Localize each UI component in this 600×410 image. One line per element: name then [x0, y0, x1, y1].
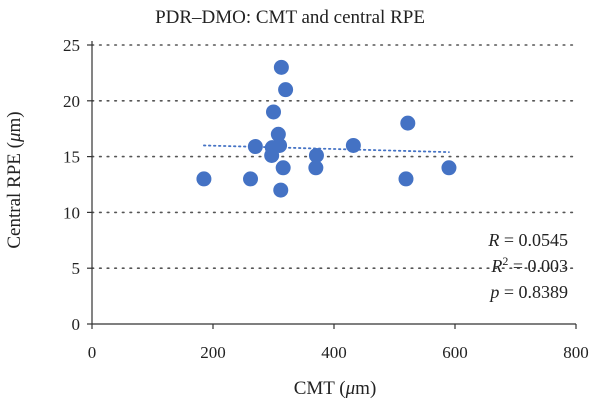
data-point-7	[272, 137, 288, 153]
x-axis-title: CMT (μm)	[294, 378, 377, 399]
x-tick-label-400: 400	[321, 343, 347, 362]
data-point-2	[247, 139, 263, 155]
axes	[87, 41, 577, 329]
data-point-10	[275, 160, 291, 176]
stat-r-value: = 0.0545	[499, 230, 568, 250]
data-point-13	[308, 147, 324, 163]
y-axis-title: Central RPE (μm)	[4, 111, 25, 248]
y-tick-label-0: 0	[72, 315, 81, 334]
data-point-1	[243, 171, 259, 187]
stat-r2-symbol: R	[490, 256, 502, 276]
data-point-8	[273, 182, 289, 198]
stat-p: p = 0.8389	[488, 282, 568, 302]
x-tick-label-200: 200	[200, 343, 226, 362]
x-tick-label-800: 800	[563, 343, 589, 362]
data-point-9	[273, 59, 289, 75]
y-tick-label-10: 10	[63, 203, 80, 222]
y-axis-title-prefix: Central RPE (	[4, 142, 25, 249]
data-points	[196, 59, 457, 198]
data-point-17	[441, 160, 457, 176]
data-point-5	[266, 104, 281, 120]
stat-r2-value: = 0.003	[508, 256, 568, 276]
trendline-line	[203, 144, 450, 154]
y-tick-label-20: 20	[63, 92, 80, 111]
data-point-11	[278, 82, 294, 98]
x-axis-title-prefix: CMT (	[294, 378, 346, 399]
x-axis-unit-symbol: μ	[345, 378, 356, 399]
stat-r: R = 0.0545	[487, 230, 568, 250]
data-point-15	[398, 171, 414, 187]
stat-r2-sup: 2	[502, 254, 508, 268]
trendline	[203, 144, 450, 154]
x-tick-labels: 0 200 400 600 800	[88, 343, 589, 362]
y-tick-label-5: 5	[72, 259, 81, 278]
chart-title: PDR–DMO: CMT and central RPE	[155, 7, 425, 28]
data-point-6	[270, 126, 286, 142]
y-axis-title-suffix: m)	[4, 111, 25, 132]
data-point-0	[196, 171, 212, 187]
data-point-16	[400, 115, 416, 131]
x-axis-title-suffix: m)	[355, 378, 376, 399]
data-point-14	[345, 137, 361, 153]
x-tick-label-600: 600	[442, 343, 468, 362]
stats-box: R = 0.0545 R2 = 0.003 p = 0.8389	[487, 230, 568, 302]
stat-p-value: = 0.8389	[499, 282, 568, 302]
y-tick-label-15: 15	[63, 148, 80, 167]
stat-p-symbol: p	[488, 282, 499, 302]
grid-lines	[91, 44, 577, 270]
y-axis-unit-symbol: μ	[4, 132, 25, 143]
y-tick-label-25: 25	[63, 36, 80, 55]
stat-r-symbol: R	[487, 230, 499, 250]
stat-r2: R2 = 0.003	[490, 254, 568, 276]
y-tick-labels: 0 5 10 15 20 25	[63, 36, 80, 334]
x-tick-label-0: 0	[88, 343, 97, 362]
data-point-12	[308, 160, 324, 176]
